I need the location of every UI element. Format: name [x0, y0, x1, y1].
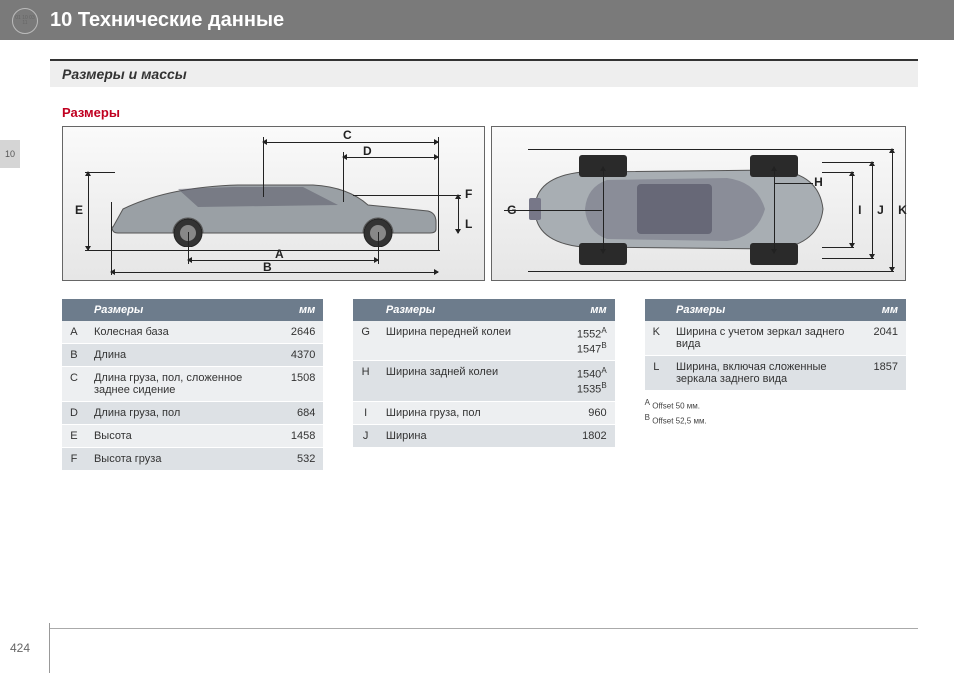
footer-rule [50, 628, 918, 629]
table-row: IШирина груза, пол960 [353, 401, 614, 424]
row-key: J [353, 424, 378, 447]
table-row: DДлина груза, пол684 [62, 402, 323, 425]
t2-head-val: мм [567, 299, 615, 321]
row-desc: Высота груза [86, 448, 275, 471]
row-key: D [62, 402, 86, 425]
dim-h: H [814, 175, 823, 189]
row-key: K [645, 321, 668, 356]
row-desc: Колесная база [86, 321, 275, 344]
chapter-name: Технические данные [78, 9, 284, 31]
row-val: 2041 [858, 321, 906, 356]
table-row: HШирина задней колеи1540A1535B [353, 361, 614, 401]
dim-j: J [877, 203, 884, 217]
row-val: 1552A1547B [567, 321, 615, 361]
table-3: Размерымм KШирина с учетом зеркал заднег… [645, 299, 906, 471]
dim-k: K [898, 203, 907, 217]
chapter-number: 10 [50, 9, 72, 31]
row-val: 684 [275, 402, 323, 425]
row-key: H [353, 361, 378, 401]
t2-head-dim: Размеры [378, 299, 567, 321]
dim-c: C [343, 128, 352, 142]
row-desc: Ширина с учетом зеркал заднего вида [668, 321, 858, 356]
row-desc: Длина груза, пол, сложенное заднее сиден… [86, 367, 275, 402]
row-val: 960 [567, 401, 615, 424]
t1-head-dim: Размеры [86, 299, 275, 321]
row-desc: Длина груза, пол [86, 402, 275, 425]
row-key: I [353, 401, 378, 424]
tables-row: Размерымм AКолесная база2646BДлина4370CД… [62, 299, 906, 471]
row-desc: Ширина, включая сложен­ные зеркала задне… [668, 356, 858, 391]
chapter-title: 10 Технические данные [50, 9, 284, 32]
table-row: BДлина4370 [62, 344, 323, 367]
subsection-heading: Размеры [62, 105, 918, 120]
footnotes: A Offset 50 мм. B Offset 52,5 мм. [645, 397, 906, 427]
table-row: AКолесная база2646 [62, 321, 323, 344]
table-1: Размерымм AКолесная база2646BДлина4370CД… [62, 299, 323, 471]
row-desc: Ширина [378, 424, 567, 447]
row-val: 532 [275, 448, 323, 471]
row-key: E [62, 425, 86, 448]
content-area: Размеры и массы Размеры E F L [50, 59, 918, 471]
table-row: GШирина передней колеи1552A1547B [353, 321, 614, 361]
car-side-svg [108, 177, 438, 247]
footnote-a: A Offset 50 мм. [645, 397, 906, 412]
row-desc: Длина [86, 344, 275, 367]
row-val: 1857 [858, 356, 906, 391]
dim-a: A [275, 247, 284, 261]
row-key: C [62, 367, 86, 402]
dim-l: L [465, 217, 472, 231]
header-icon: 01 10 03 11 [12, 8, 38, 34]
row-val: 1508 [275, 367, 323, 402]
page-number: 424 [10, 641, 30, 655]
table-2: Размерымм GШирина передней колеи1552A154… [353, 299, 614, 471]
row-desc: Ширина передней колеи [378, 321, 567, 361]
table-row: EВысота1458 [62, 425, 323, 448]
row-key: B [62, 344, 86, 367]
side-tab: 10 [0, 140, 20, 168]
diagram-side-view: E F L C D A B [62, 126, 485, 281]
row-val: 2646 [275, 321, 323, 344]
table-row: JШирина1802 [353, 424, 614, 447]
row-val: 1540A1535B [567, 361, 615, 401]
row-val: 1458 [275, 425, 323, 448]
diagram-top-view: G H I J K [491, 126, 906, 281]
table-row: LШирина, включая сложен­ные зеркала задн… [645, 356, 906, 391]
t1-head-val: мм [275, 299, 323, 321]
page-header: 10 Технические данные [0, 0, 954, 40]
dim-b: B [263, 260, 272, 274]
table-row: KШирина с учетом зеркал заднего вида2041 [645, 321, 906, 356]
diagram-row: E F L C D A B [62, 126, 906, 281]
row-desc: Высота [86, 425, 275, 448]
row-key: L [645, 356, 668, 391]
table-row: CДлина груза, пол, сложенное заднее сиде… [62, 367, 323, 402]
footnote-b: B Offset 52,5 мм. [645, 412, 906, 427]
dim-i: I [858, 203, 861, 217]
row-desc: Ширина груза, пол [378, 401, 567, 424]
section-heading: Размеры и массы [50, 59, 918, 87]
row-key: A [62, 321, 86, 344]
dim-e: E [75, 203, 83, 217]
row-key: G [353, 321, 378, 361]
t3-head-val: мм [858, 299, 906, 321]
row-desc: Ширина задней колеи [378, 361, 567, 401]
row-val: 4370 [275, 344, 323, 367]
table-row: FВысота груза532 [62, 448, 323, 471]
t3-head-dim: Размеры [668, 299, 858, 321]
row-key: F [62, 448, 86, 471]
dim-d: D [363, 144, 372, 158]
row-val: 1802 [567, 424, 615, 447]
dim-f: F [465, 187, 472, 201]
